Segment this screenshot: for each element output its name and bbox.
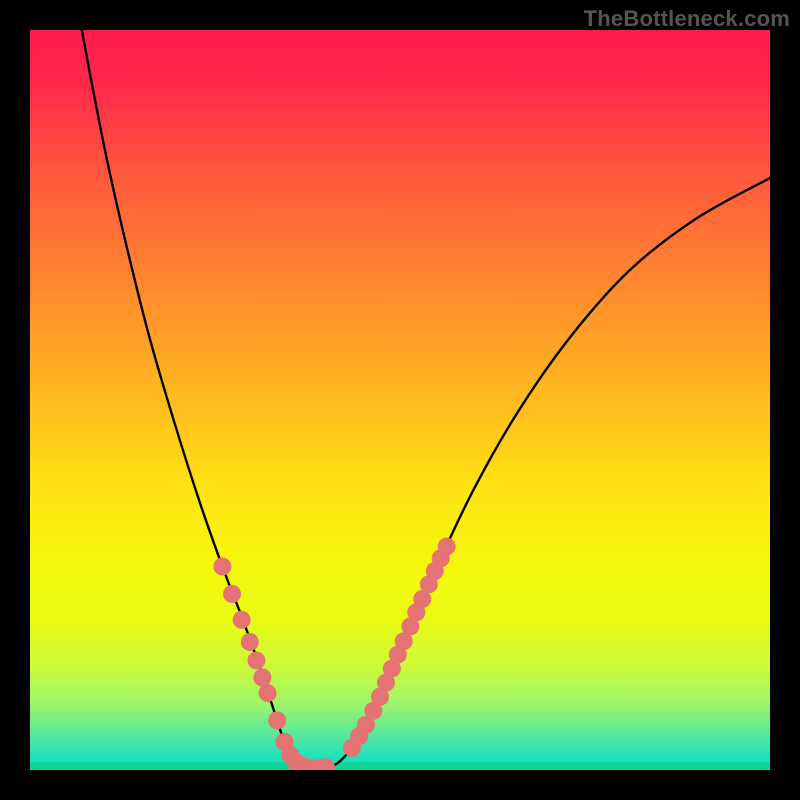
marker-dot xyxy=(253,669,271,687)
marker-dot xyxy=(241,633,259,651)
marker-dot xyxy=(268,711,286,729)
marker-dot xyxy=(233,611,251,629)
bottleneck-chart xyxy=(0,0,800,800)
bottom-green-band xyxy=(30,762,770,770)
marker-dot xyxy=(213,558,231,576)
watermark-text: TheBottleneck.com xyxy=(584,6,790,32)
marker-dot xyxy=(259,684,277,702)
marker-dot xyxy=(247,651,265,669)
marker-dot xyxy=(438,538,456,556)
marker-dot xyxy=(223,585,241,603)
